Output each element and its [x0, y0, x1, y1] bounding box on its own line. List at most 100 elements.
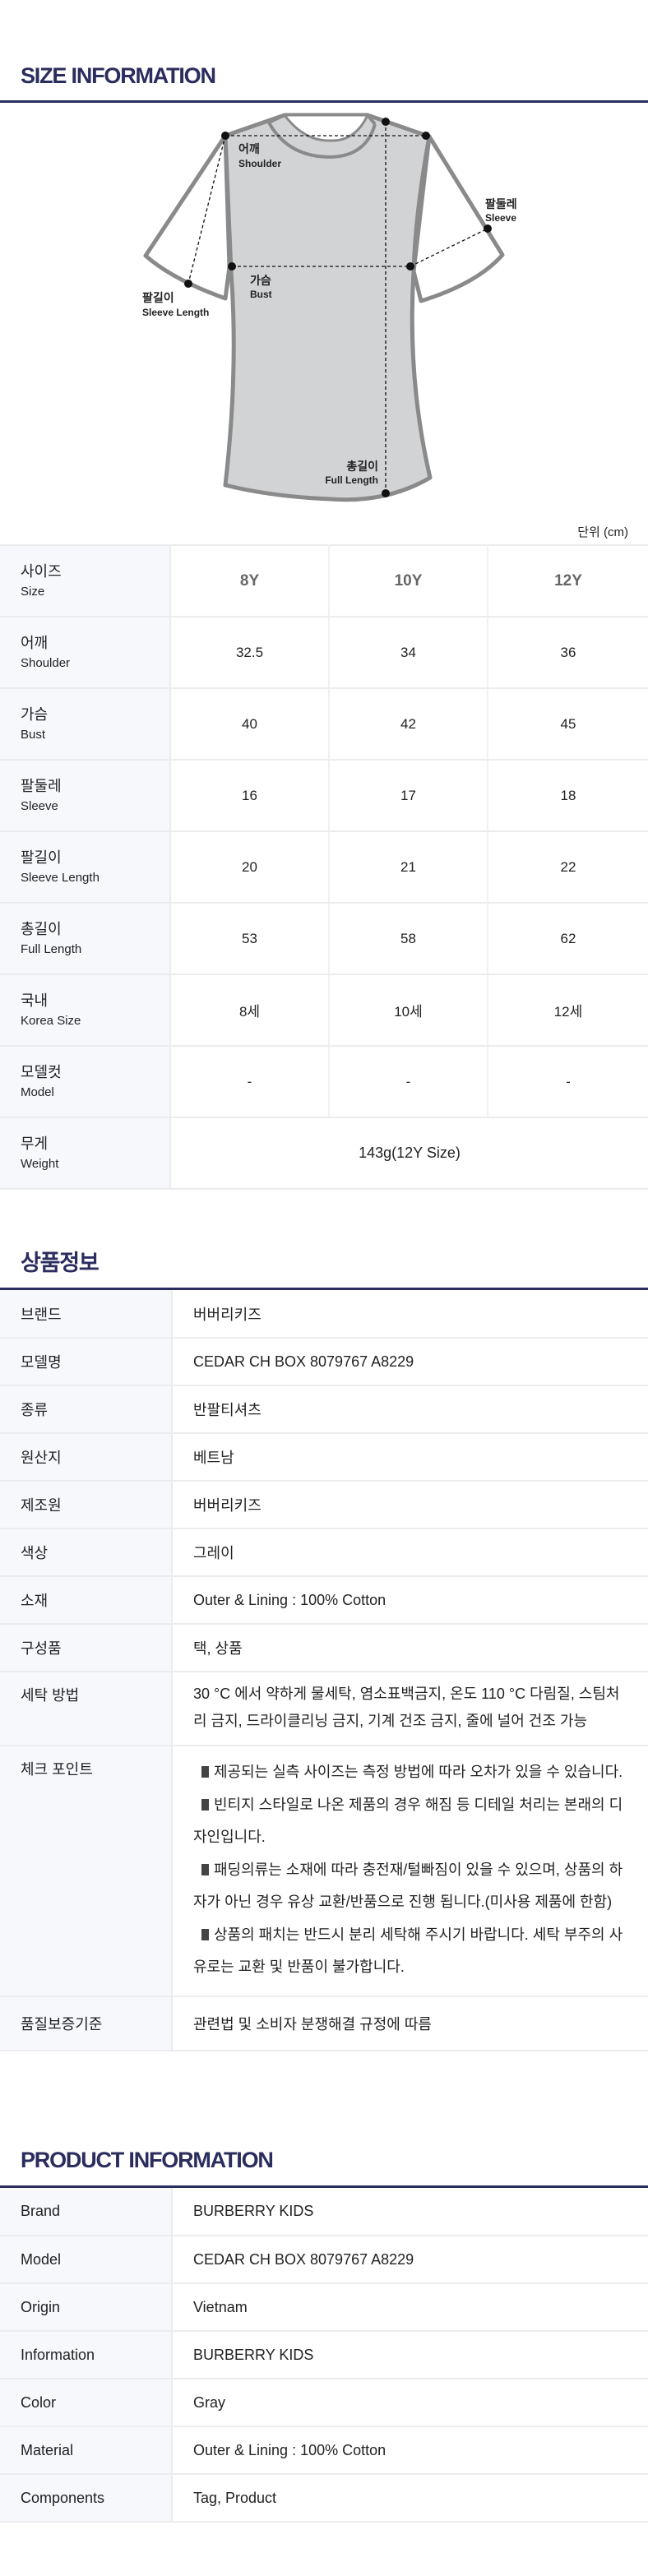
- label-en: Sleeve Length: [21, 870, 100, 885]
- row-label: 총길이 Full Length: [0, 903, 171, 975]
- square-bullet-icon: [201, 1863, 209, 1875]
- check-point-text: 제공되는 실측 사이즈는 측정 방법에 따라 오차가 있을 수 있습니다.: [214, 1764, 623, 1780]
- measurement-points: [184, 118, 492, 497]
- row-value: Gray: [172, 2379, 648, 2427]
- row-label: 종류: [0, 1385, 173, 1434]
- table-row: 어깨 Shoulder 32.5 34 36: [0, 617, 648, 689]
- size-value: -: [170, 1046, 330, 1118]
- table-row: Components Tag, Product: [0, 2474, 648, 2523]
- table-row: Model CEDAR CH BOX 8079767 A8229: [0, 2236, 648, 2284]
- label-ko: 팔길이: [21, 849, 62, 866]
- measurement-lines: [187, 122, 488, 493]
- label-en: Full Length: [21, 941, 82, 956]
- check-point-item: 상품의 패치는 반드시 분리 세탁해 주시기 바랍니다. 세탁 부주의 사유로는…: [193, 1919, 630, 1984]
- size-value: 58: [329, 903, 488, 975]
- check-point-text: 상품의 패치는 반드시 분리 세탁해 주시기 바랍니다. 세탁 부주의 사유로는…: [193, 1926, 623, 1976]
- label-ko: 사이즈: [21, 562, 62, 580]
- square-bullet-icon: [201, 1766, 209, 1778]
- check-point-item: 빈티지 스타일로 나온 제품의 경우 해짐 등 디테일 처리는 본래의 디자인입…: [193, 1789, 630, 1854]
- product-info-ko-title: 상품정보: [21, 1251, 100, 1275]
- product-info-en-title: PRODUCT INFORMATION: [21, 2148, 274, 2172]
- size-value: 8세: [170, 974, 330, 1047]
- row-label: Model: [0, 2236, 173, 2284]
- square-bullet-icon: [201, 1798, 209, 1811]
- row-label: 브랜드: [0, 1290, 173, 1339]
- bust-label-en: Bust: [250, 289, 272, 300]
- row-value: Vietnam: [172, 2283, 648, 2332]
- label-ko: 무게: [21, 1135, 49, 1152]
- tshirt-measurement-diagram: 어깨 Shoulder 팔둘레 Sleeve 팔길이 Sleeve Length…: [142, 113, 517, 502]
- row-label: 체크 포인트: [0, 1746, 173, 1997]
- size-value: 62: [488, 903, 648, 975]
- sleeve-label-ko: 팔둘레: [485, 197, 517, 210]
- size-value: 16: [170, 760, 330, 832]
- table-row: 모델컷 Model - - -: [0, 1046, 648, 1118]
- label-ko: 가슴: [21, 705, 49, 723]
- row-label: 제조원: [0, 1481, 173, 1529]
- check-point-text: 패딩의류는 소재에 따라 충전재/털빠짐이 있을 수 있으며, 상품의 하자가 …: [193, 1861, 623, 1911]
- label-en: Korea Size: [21, 1013, 81, 1028]
- table-row: Color Gray: [0, 2379, 648, 2427]
- title-divider: [0, 100, 648, 103]
- row-label: 팔길이 Sleeve Length: [0, 831, 171, 904]
- check-point-item: 패딩의류는 소재에 따라 충전재/털빠짐이 있을 수 있으며, 상품의 하자가 …: [193, 1854, 630, 1919]
- table-row: 종류 반팔티셔츠: [0, 1385, 648, 1434]
- full-length-label-en: Full Length: [325, 474, 378, 486]
- sleeve-length-label-ko: 팔길이: [142, 291, 174, 304]
- label-en: Sleeve: [21, 798, 58, 813]
- row-label: 색상: [0, 1528, 173, 1577]
- row-value: Tag, Product: [172, 2474, 648, 2523]
- tshirt-illustration: [143, 113, 505, 502]
- row-value: 그레이: [172, 1528, 648, 1577]
- row-value: Outer & Lining : 100% Cotton: [172, 1576, 648, 1625]
- weight-value: 143g(12Y Size): [170, 1117, 648, 1190]
- check-point-item: 제공되는 실측 사이즈는 측정 방법에 따라 오차가 있을 수 있습니다.: [193, 1756, 630, 1789]
- table-row: 모델명 CEDAR CH BOX 8079767 A8229: [0, 1338, 648, 1386]
- row-value: CEDAR CH BOX 8079767 A8229: [172, 2236, 648, 2284]
- size-value: -: [488, 1046, 648, 1118]
- label-en: Model: [21, 1085, 54, 1099]
- size-value: 18: [488, 760, 648, 832]
- label-en: Shoulder: [21, 655, 71, 670]
- size-value: 32.5: [170, 617, 330, 689]
- row-label: Material: [0, 2426, 173, 2475]
- table-row: 소재 Outer & Lining : 100% Cotton: [0, 1576, 648, 1625]
- label-en: Size: [21, 584, 45, 599]
- product-info-en-table: Brand BURBERRY KIDS Model CEDAR CH BOX 80…: [0, 2188, 648, 2523]
- row-label: 사이즈 Size: [0, 545, 171, 617]
- table-row: 구성품 택, 상품: [0, 1624, 648, 1672]
- row-value: BURBERRY KIDS: [172, 2331, 648, 2379]
- label-ko: 팔둘레: [21, 777, 62, 794]
- title-divider: [0, 2185, 648, 2188]
- table-row: 국내 Korea Size 8세 10세 12세: [0, 974, 648, 1047]
- label-ko: 모델컷: [21, 1063, 62, 1080]
- table-row-quality: 품질보증기준 관련법 및 소비자 분쟁해결 규정에 따름: [0, 1996, 648, 2051]
- label-ko: 총길이: [21, 920, 62, 937]
- table-row-check-point: 체크 포인트 제공되는 실측 사이즈는 측정 방법에 따라 오차가 있을 수 있…: [0, 1746, 648, 1997]
- size-value: 21: [329, 831, 488, 904]
- size-value: 22: [488, 831, 648, 904]
- row-label: Origin: [0, 2283, 173, 2332]
- size-information-title: SIZE INFORMATION: [21, 63, 216, 88]
- sleeve-length-label-en: Sleeve Length: [142, 307, 209, 318]
- row-value: 버버리키즈: [172, 1290, 648, 1339]
- table-row: Origin Vietnam: [0, 2283, 648, 2332]
- row-label: 원산지: [0, 1433, 173, 1482]
- label-en: Bust: [21, 727, 46, 742]
- table-row: Brand BURBERRY KIDS: [0, 2188, 648, 2236]
- table-row: 팔길이 Sleeve Length 20 21 22: [0, 831, 648, 904]
- size-value: 34: [329, 617, 488, 689]
- shoulder-label-en: Shoulder: [238, 158, 281, 169]
- table-row: 브랜드 버버리키즈: [0, 1290, 648, 1339]
- row-label: 가슴 Bust: [0, 688, 171, 761]
- table-row: 팔둘레 Sleeve 16 17 18: [0, 760, 648, 832]
- row-value: 관련법 및 소비자 분쟁해결 규정에 따름: [172, 1996, 648, 2051]
- row-value: 택, 상품: [172, 1624, 648, 1672]
- check-point-text: 빈티지 스타일로 나온 제품의 경우 해짐 등 디테일 처리는 본래의 디자인입…: [193, 1796, 623, 1846]
- product-info-ko-table: 브랜드 버버리키즈 모델명 CEDAR CH BOX 8079767 A8229 종…: [0, 1290, 648, 2051]
- row-value: 반팔티셔츠: [172, 1385, 648, 1434]
- size-value: 17: [329, 760, 488, 832]
- size-value: 40: [170, 688, 330, 761]
- table-row: 가슴 Bust 40 42 45: [0, 688, 648, 761]
- row-label: 품질보증기준: [0, 1996, 173, 2051]
